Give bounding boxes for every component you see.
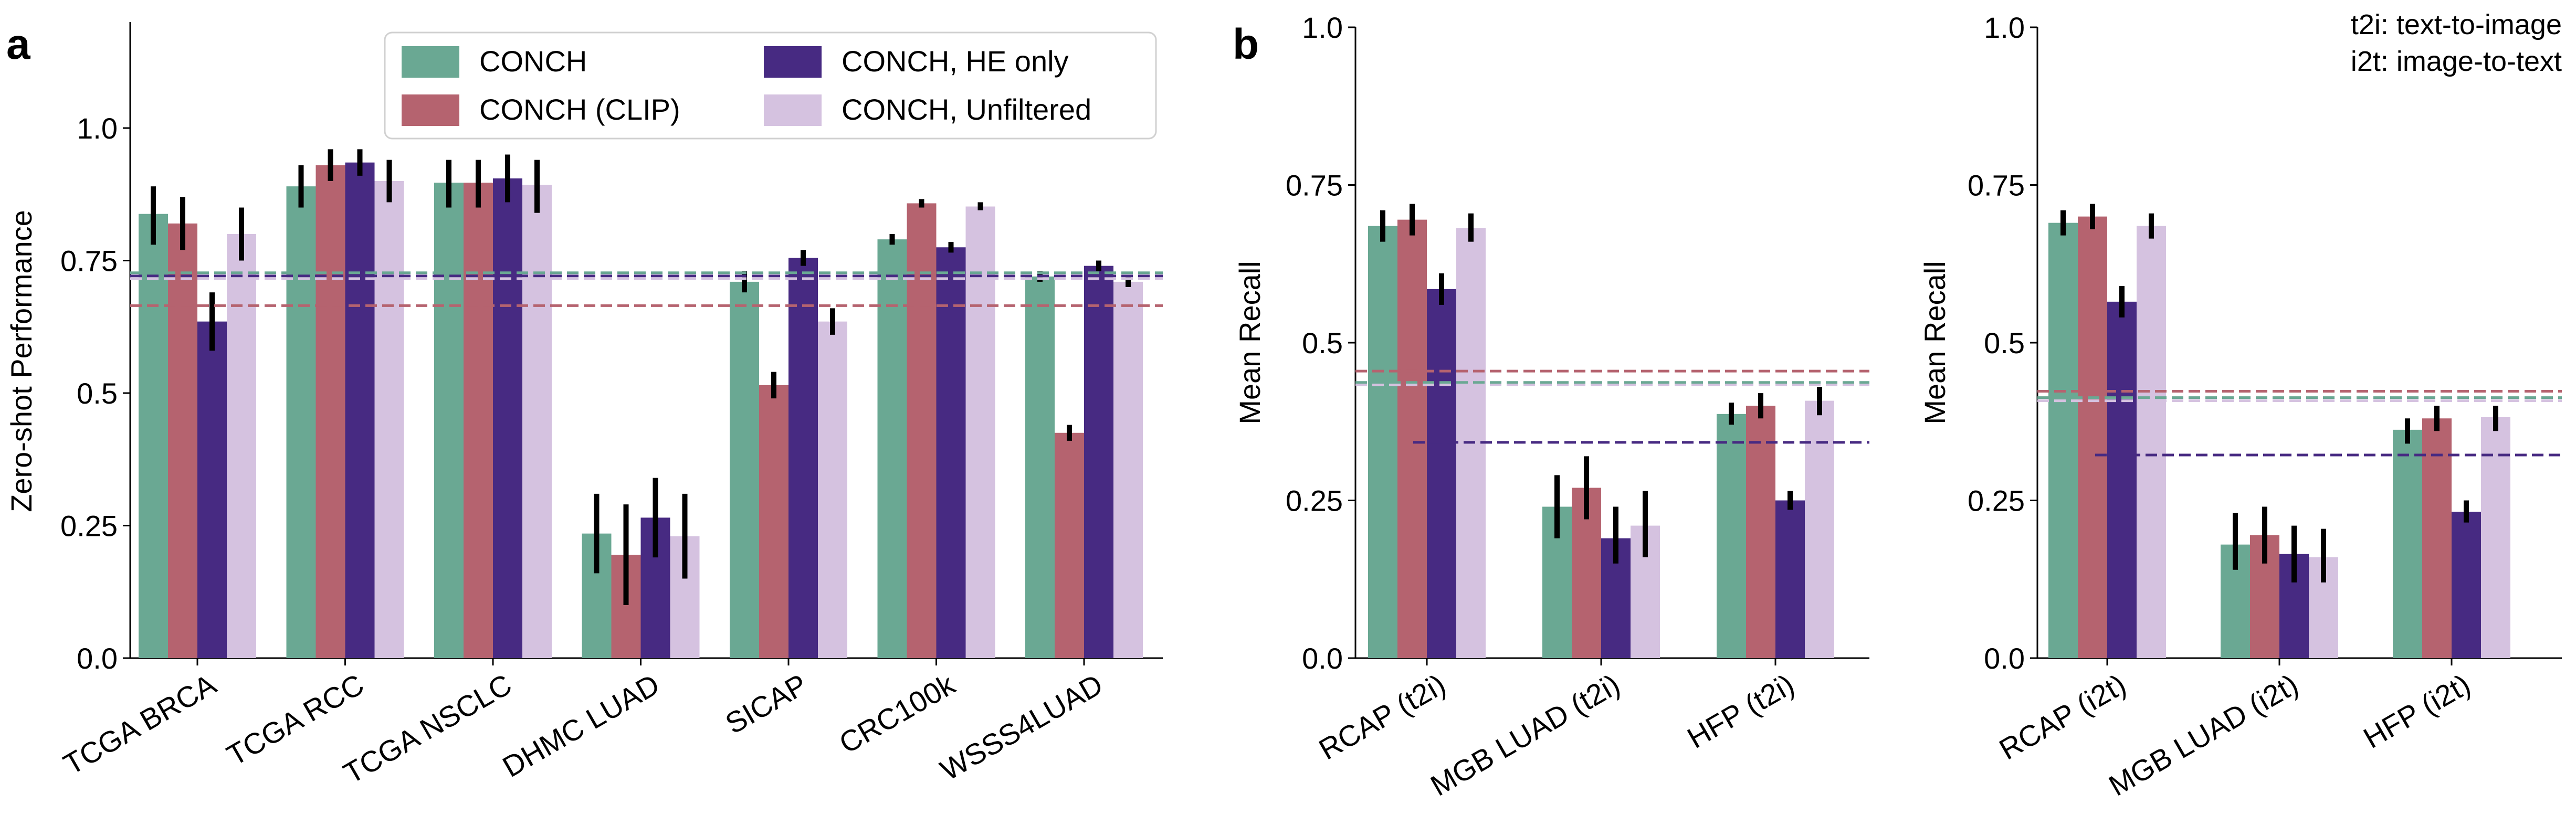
legend-swatch <box>764 46 822 78</box>
x-tick-label: HFP (t2i) <box>1681 668 1800 755</box>
bar <box>2481 417 2510 658</box>
x-tick-label: RCAP (t2i) <box>1313 668 1451 766</box>
bar <box>1805 400 1834 658</box>
y-tick-label: 1.0 <box>1302 11 1343 44</box>
bar <box>139 214 168 658</box>
chart-b-left: 0.0 0.25 0.5 0.75 1.0 Mean Recall RCAP (t2i)MG… <box>1233 11 1869 802</box>
legend-frame <box>384 31 1157 140</box>
legend: CONCH CONCH (CLIP) CONCH, HE only CONCH, Un… <box>384 31 1157 140</box>
bar <box>965 206 995 659</box>
bar <box>1084 266 1113 659</box>
x-tick-label: MGB LUAD (i2t) <box>2103 668 2304 802</box>
y-tick-label: 0.5 <box>77 377 118 410</box>
bar <box>168 223 197 658</box>
bar <box>1368 226 1397 658</box>
x-tick-label: SICAP <box>720 668 813 741</box>
legend-label: CONCH <box>479 45 587 78</box>
x-tick-label: WSSS4LUAD <box>934 668 1108 787</box>
x-tick-label: CRC100k <box>834 667 961 759</box>
y-tick-label: 0.5 <box>1984 326 2025 359</box>
y-tick-label: 0.25 <box>1968 484 2025 517</box>
x-tick-label: TCGA BRCA <box>58 668 222 781</box>
annotation-text: t2i: text-to-image <box>2351 9 2562 40</box>
bar <box>2078 216 2107 659</box>
y-tick-label: 0.5 <box>1302 326 1343 359</box>
bar <box>1775 500 1805 658</box>
bar <box>286 186 316 659</box>
x-tick-label: HFP (i2t) <box>2358 668 2476 755</box>
y-tick-label: 0.75 <box>1968 169 2025 202</box>
bar <box>1025 276 1055 658</box>
bar <box>1427 289 1456 658</box>
y-tick-label: 1.0 <box>1984 11 2025 44</box>
x-tick-label: MGB LUAD (t2i) <box>1425 668 1625 802</box>
legend-label: CONCH, HE only <box>842 45 1069 78</box>
y-tick-label: 0.25 <box>1286 484 1343 517</box>
bar <box>2107 301 2137 658</box>
bar <box>2452 512 2481 658</box>
chart-b-right: 0.0 0.25 0.5 0.75 1.0 Mean Recall RCAP (i2t)MG… <box>1918 9 2562 802</box>
x-tick-label: DHMC LUAD <box>497 668 665 784</box>
bar <box>2137 226 2166 658</box>
y-tick-label: 0.0 <box>1984 642 2025 675</box>
y-axis-title: Mean Recall <box>1233 261 1266 424</box>
bar <box>493 178 522 658</box>
x-tick-label: TCGA NSCLC <box>338 668 517 790</box>
bar <box>464 183 493 658</box>
bar <box>2393 429 2422 658</box>
y-tick-label: 0.75 <box>1286 169 1343 202</box>
chart-a: 0.0 0.25 0.5 0.75 1.0 Zero-shot Performance TC… <box>5 22 1163 790</box>
bar <box>788 258 818 658</box>
panel-label-b: b <box>1233 20 1259 68</box>
bar <box>522 185 552 658</box>
y-tick-label: 1.0 <box>77 112 118 145</box>
bar <box>2048 223 2078 658</box>
y-tick-label: 0.0 <box>1302 642 1343 675</box>
y-axis-title: Mean Recall <box>1918 261 1951 424</box>
bar <box>197 321 227 658</box>
y-axis-title: Zero-shot Performance <box>5 210 38 512</box>
x-tick-label: RCAP (i2t) <box>1994 668 2131 766</box>
bar <box>1717 414 1746 658</box>
bar <box>345 162 375 658</box>
legend-swatch <box>402 46 459 78</box>
bar <box>877 239 907 659</box>
legend-label: CONCH, Unfiltered <box>842 93 1091 126</box>
bar <box>374 181 404 658</box>
annotation-text: i2t: image-to-text <box>2351 46 2562 77</box>
bar <box>759 385 788 658</box>
bar <box>1397 219 1427 658</box>
bar <box>434 183 464 658</box>
bar <box>1746 406 1775 658</box>
y-tick-label: 0.25 <box>60 510 118 543</box>
bar <box>2422 418 2452 658</box>
bar <box>1113 281 1143 658</box>
bar <box>1055 432 1084 658</box>
legend-swatch <box>764 94 822 126</box>
bar <box>227 234 256 658</box>
legend-swatch <box>402 94 459 126</box>
panel-label-a: a <box>6 20 31 68</box>
y-tick-label: 0.0 <box>77 642 118 675</box>
bar <box>316 165 345 658</box>
y-tick-label: 0.75 <box>60 245 118 278</box>
bar <box>730 281 759 658</box>
bar <box>936 247 966 658</box>
legend-label: CONCH (CLIP) <box>479 93 680 126</box>
bar <box>818 321 847 658</box>
